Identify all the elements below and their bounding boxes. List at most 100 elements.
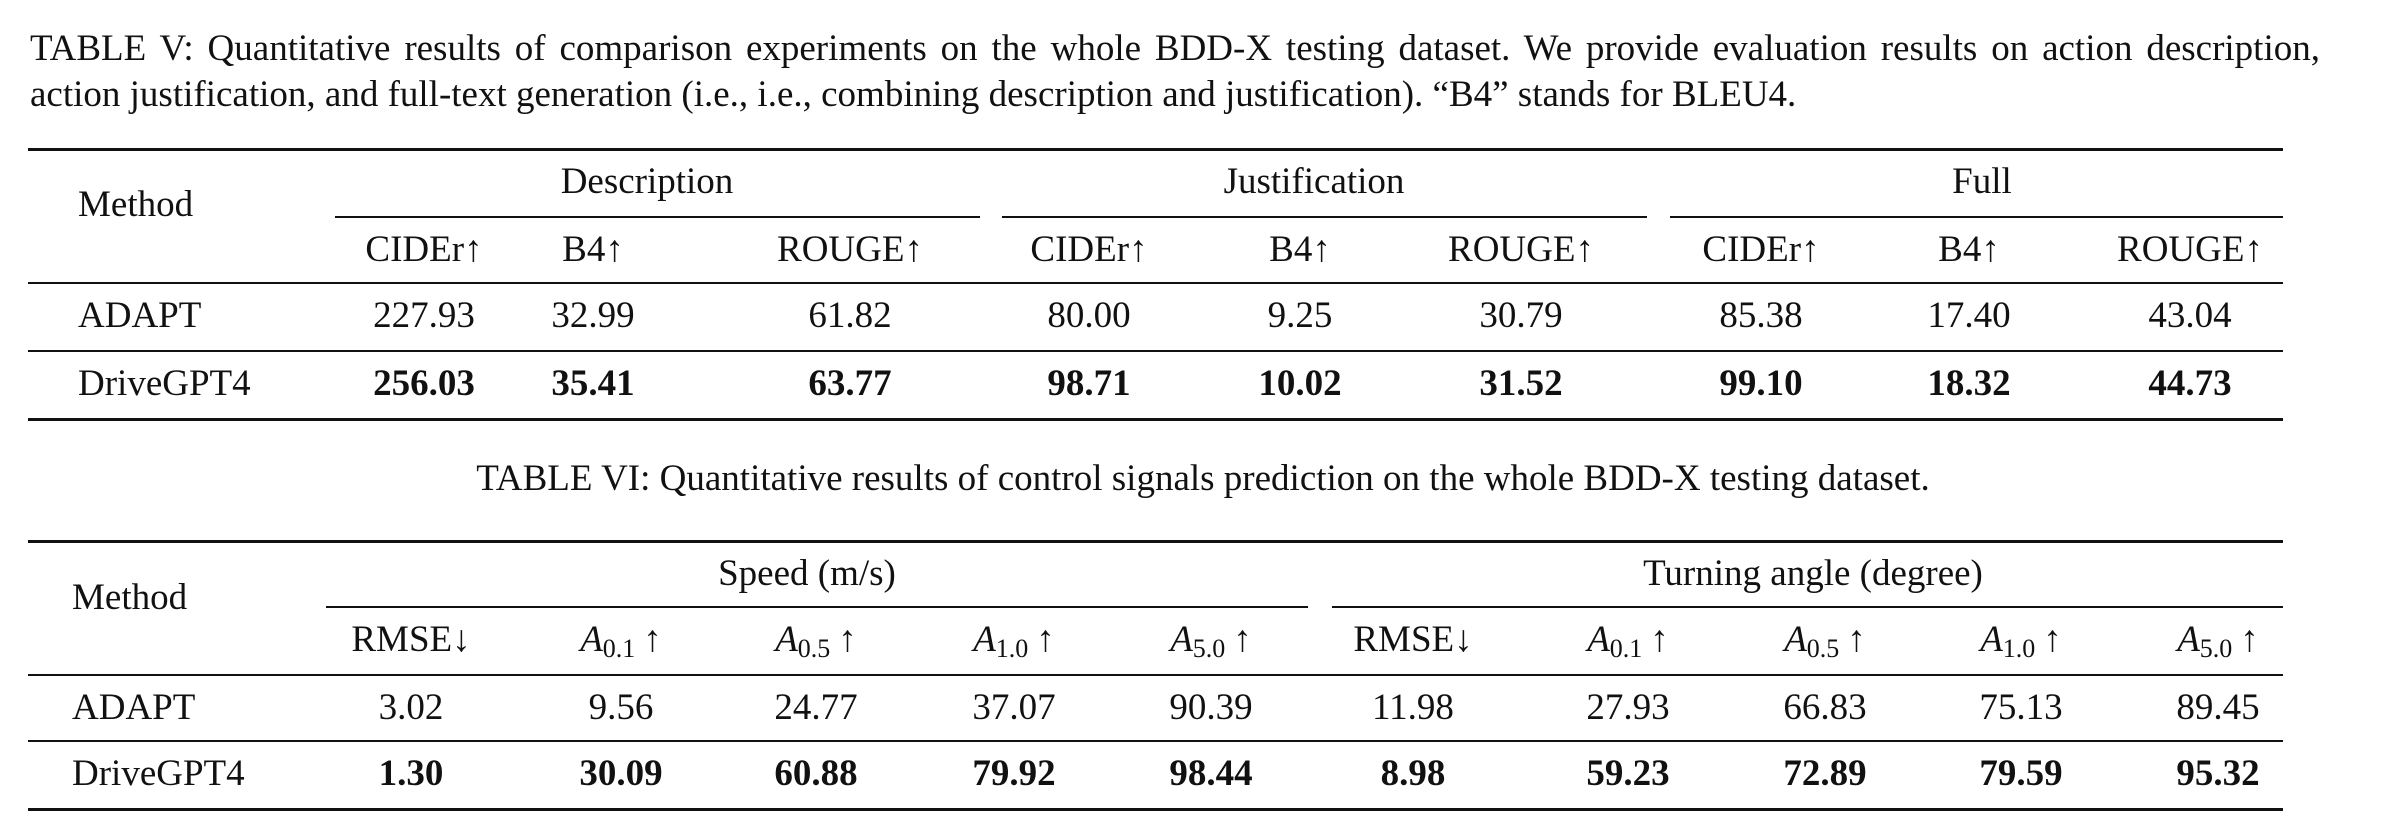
table6-method-cell: ADAPT [72, 687, 196, 728]
table6-caption: TABLE VI: Quantitative results of contro… [476, 458, 1930, 499]
accuracy-threshold: 0.5 [797, 634, 831, 663]
table6-value-cell: 98.44 [1169, 753, 1253, 794]
up-arrow-icon: ↑ [1233, 619, 1252, 660]
table6-value-cell: 72.89 [1783, 753, 1867, 794]
table5-method-cell: ADAPT [78, 295, 202, 336]
accuracy-threshold: 5.0 [2199, 634, 2233, 663]
table6-top-rule [28, 540, 2283, 543]
table5-value-cell: 9.25 [1267, 295, 1333, 336]
table5-value-cell: 18.32 [1927, 363, 2011, 404]
table5-value-cell: 44.73 [2148, 363, 2232, 404]
table6-row-rule [28, 740, 2283, 742]
table5-value-cell: 35.41 [551, 363, 635, 404]
table6-value-cell: 89.45 [2176, 687, 2260, 728]
accuracy-threshold: 0.1 [1609, 634, 1643, 663]
table6-metric-header: A1.0 ↑ [973, 618, 1055, 671]
table6-group-header: Turning angle (degree) [1643, 553, 1983, 594]
up-arrow-icon: ↑ [2043, 619, 2062, 660]
table5-value-cell: 80.00 [1047, 295, 1131, 336]
table6-value-cell: 90.39 [1169, 687, 1253, 728]
table5-metric-header: B4↑ [1938, 229, 2000, 270]
up-arrow-icon: ↑ [838, 619, 857, 660]
table6-value-cell: 27.93 [1586, 687, 1670, 728]
table5-group-rule [1002, 216, 1647, 218]
table6-method-cell: DriveGPT4 [72, 753, 245, 794]
accuracy-threshold: 1.0 [2002, 634, 2036, 663]
table6-value-cell: 8.98 [1380, 753, 1446, 794]
accuracy-symbol: A0.1 [1587, 619, 1643, 663]
table5-metric-header: ROUGE↑ [1448, 229, 1594, 270]
table6-group-rule [1332, 606, 2283, 608]
table5-value-cell: 61.82 [808, 295, 892, 336]
table6-value-cell: 79.59 [1979, 753, 2063, 794]
table6-value-cell: 60.88 [774, 753, 858, 794]
table6-metric-header: A0.1 ↑ [580, 618, 662, 671]
table6-value-cell: 30.09 [579, 753, 663, 794]
table5-value-cell: 256.03 [373, 363, 475, 404]
accuracy-symbol: A5.0 [1170, 619, 1226, 663]
table6-metric-header: A0.5 ↑ [775, 618, 857, 671]
accuracy-symbol: A0.5 [1784, 619, 1840, 663]
table5-metric-header: ROUGE↑ [777, 229, 923, 270]
up-arrow-icon: ↑ [643, 619, 662, 660]
table6-method-header: Method [72, 577, 188, 618]
table5-header-rule [28, 282, 2283, 284]
table5-caption: TABLE V: Quantitative results of compari… [30, 28, 2320, 115]
table5-value-cell: 227.93 [373, 295, 475, 336]
table5-method-header: Method [78, 184, 194, 225]
table6-value-cell: 3.02 [378, 687, 444, 728]
table5-value-cell: 17.40 [1927, 295, 2011, 336]
accuracy-symbol: A1.0 [973, 619, 1029, 663]
up-arrow-icon: ↑ [1036, 619, 1055, 660]
table5-group-rule [1670, 216, 2283, 218]
table5-metric-header: CIDEr↑ [365, 229, 483, 270]
table6-metric-header: A0.5 ↑ [1784, 618, 1866, 671]
accuracy-threshold: 0.1 [602, 634, 636, 663]
accuracy-threshold: 1.0 [995, 634, 1029, 663]
table5-value-cell: 98.71 [1047, 363, 1131, 404]
table5-top-rule [28, 148, 2283, 151]
accuracy-symbol: A5.0 [2177, 619, 2233, 663]
table5-value-cell: 99.10 [1719, 363, 1803, 404]
table5-group-header: Description [560, 161, 734, 202]
table6-metric-header: A5.0 ↑ [1170, 618, 1252, 671]
table5-value-cell: 43.04 [2148, 295, 2232, 336]
table6-value-cell: 66.83 [1783, 687, 1867, 728]
table6-value-cell: 37.07 [972, 687, 1056, 728]
table6-value-cell: 1.30 [378, 753, 444, 794]
table6-value-cell: 75.13 [1979, 687, 2063, 728]
table6-value-cell: 24.77 [774, 687, 858, 728]
table5-value-cell: 31.52 [1479, 363, 1563, 404]
table5-row-rule [28, 350, 2283, 352]
up-arrow-icon: ↑ [1650, 619, 1669, 660]
table6-value-cell: 9.56 [588, 687, 654, 728]
table5-metric-header: B4↑ [1269, 229, 1331, 270]
accuracy-threshold: 5.0 [1192, 634, 1226, 663]
table6-metric-header: A1.0 ↑ [1980, 618, 2062, 671]
table6-metric-header: A5.0 ↑ [2177, 618, 2259, 671]
table6-group-rule [326, 606, 1308, 608]
table6-header-rule [28, 674, 2283, 676]
accuracy-symbol: A1.0 [1980, 619, 2036, 663]
table6-group-header: Speed (m/s) [718, 553, 896, 594]
table5-value-cell: 32.99 [551, 295, 635, 336]
accuracy-symbol: A0.1 [580, 619, 636, 663]
table6-value-cell: 11.98 [1372, 687, 1454, 728]
up-arrow-icon: ↑ [1847, 619, 1866, 660]
up-arrow-icon: ↑ [2240, 619, 2259, 660]
table5-metric-header: CIDEr↑ [1702, 229, 1820, 270]
accuracy-threshold: 0.5 [1806, 634, 1840, 663]
table5-group-header: Justification [1223, 161, 1405, 202]
table5-value-cell: 10.02 [1258, 363, 1342, 404]
table5-method-cell: DriveGPT4 [78, 363, 251, 404]
table5-metric-header: ROUGE↑ [2117, 229, 2263, 270]
accuracy-symbol: A0.5 [775, 619, 831, 663]
table6-metric-header: A0.1 ↑ [1587, 618, 1669, 671]
table5-value-cell: 85.38 [1719, 295, 1803, 336]
table6-metric-header: RMSE↓ [351, 619, 471, 660]
table6-value-cell: 59.23 [1586, 753, 1670, 794]
table5-metric-header: CIDEr↑ [1030, 229, 1148, 270]
table6-value-cell: 95.32 [2176, 753, 2260, 794]
table5-bottom-rule [28, 418, 2283, 421]
table5-group-header: Full [1952, 161, 2012, 202]
